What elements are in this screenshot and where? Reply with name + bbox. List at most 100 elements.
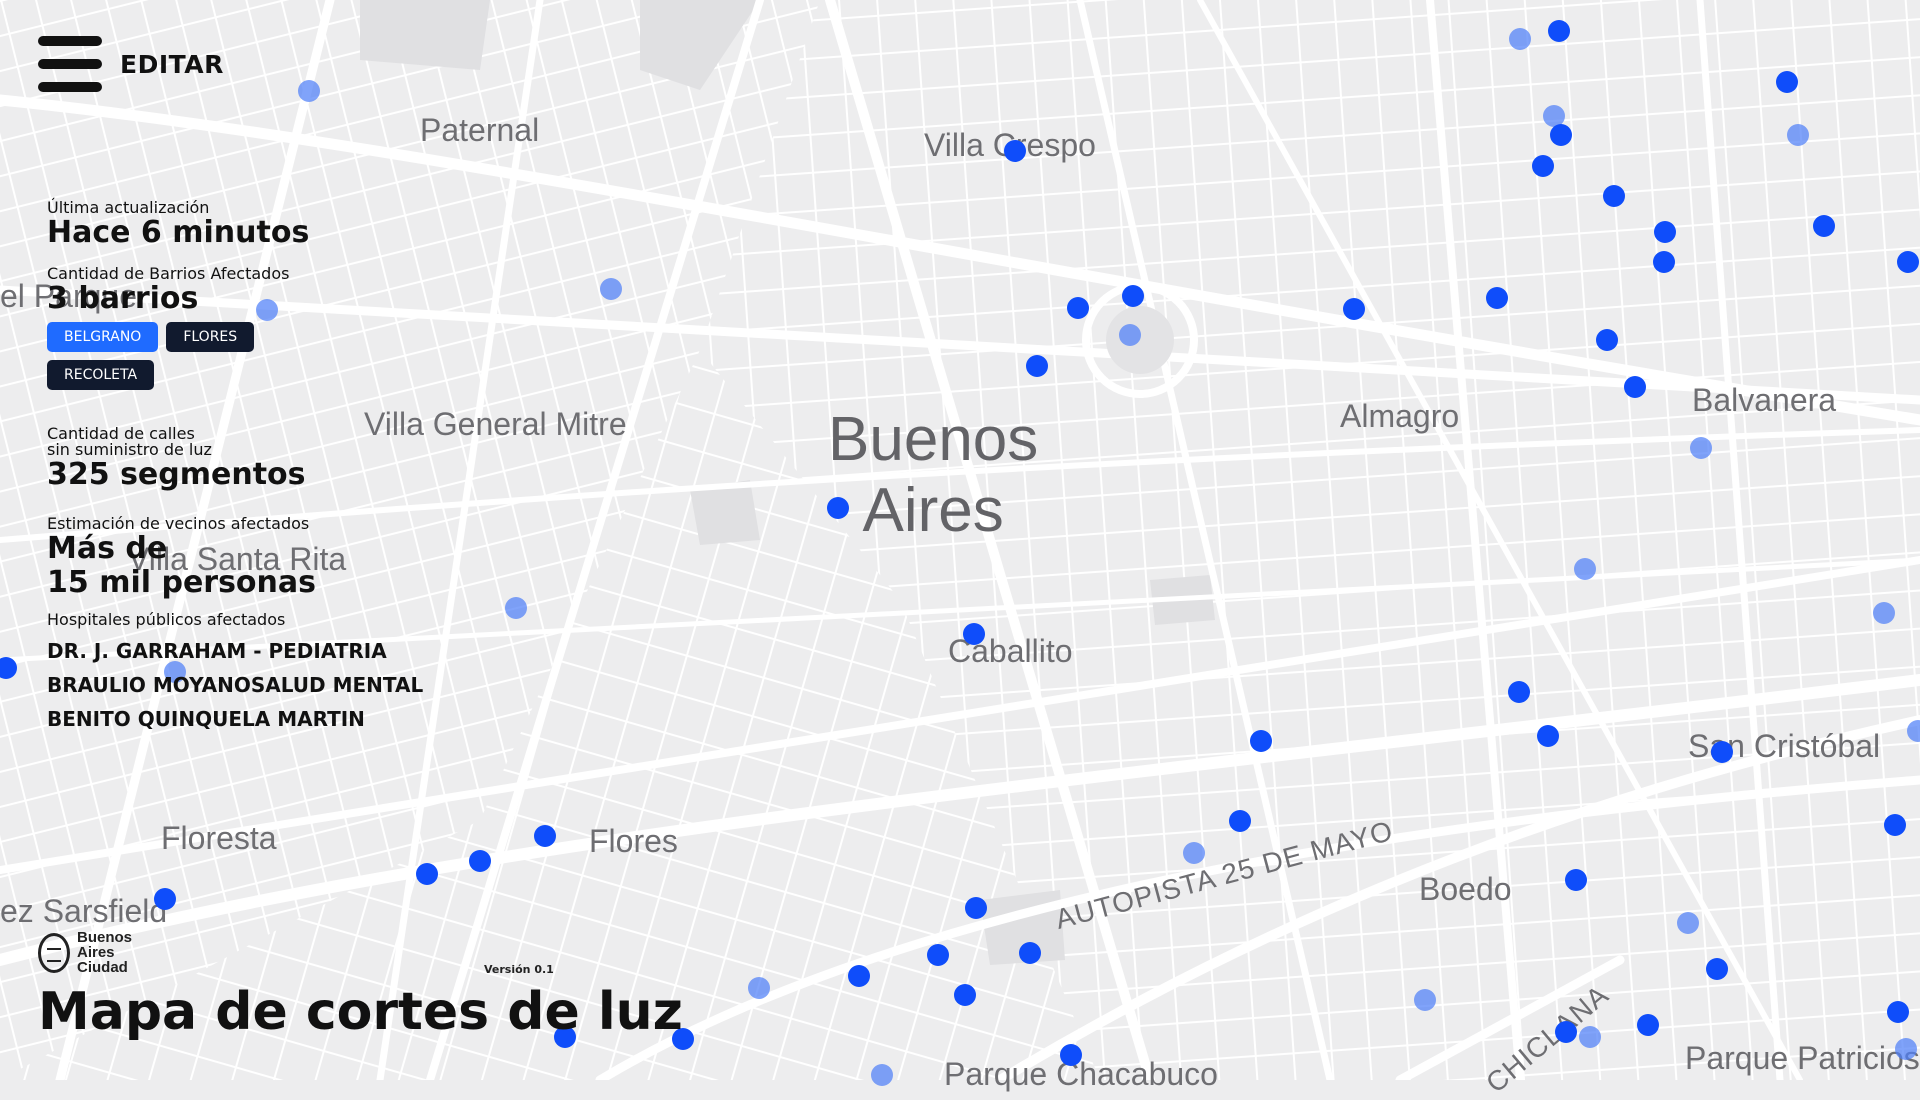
outage-marker[interactable] — [1548, 20, 1570, 42]
neighborhood-label-sarsfield: ez Sarsfield — [0, 893, 168, 929]
outage-marker[interactable] — [1250, 730, 1272, 752]
outage-marker[interactable] — [1579, 1026, 1601, 1048]
outage-marker[interactable] — [1603, 185, 1625, 207]
hospital-item: DR. J. GARRAHAM - PEDIATRIA — [47, 639, 387, 663]
city-label: Buenos Aires — [828, 404, 1038, 547]
neighborhood-label-almagro: Almagro — [1340, 398, 1460, 434]
outage-marker[interactable] — [1119, 324, 1141, 346]
hospital-item: BRAULIO MOYANOSALUD MENTAL — [47, 673, 424, 697]
logo-line: Buenos — [77, 929, 133, 946]
outage-marker[interactable] — [1067, 297, 1089, 319]
outage-marker[interactable] — [1907, 720, 1920, 742]
outage-marker[interactable] — [963, 623, 985, 645]
outage-marker[interactable] — [1026, 355, 1048, 377]
outage-marker[interactable] — [164, 661, 186, 683]
outage-marker[interactable] — [1776, 71, 1798, 93]
hospital-item: BENITO QUINQUELA MARTIN — [47, 707, 365, 731]
buenos-aires-ciudad-logo: Buenos Aires Ciudad — [38, 930, 132, 975]
outage-marker[interactable] — [1787, 124, 1809, 146]
outage-marker[interactable] — [1596, 329, 1618, 351]
outage-marker[interactable] — [1060, 1044, 1082, 1066]
outage-marker[interactable] — [1565, 869, 1587, 891]
outage-marker[interactable] — [1624, 376, 1646, 398]
outage-marker[interactable] — [1873, 602, 1895, 624]
outage-marker[interactable] — [1653, 251, 1675, 273]
outage-marker[interactable] — [1543, 105, 1565, 127]
outage-marker[interactable] — [1343, 298, 1365, 320]
city-seal-icon — [38, 932, 70, 973]
outage-marker[interactable] — [871, 1064, 893, 1086]
streets-label-line2: sin suministro de luz — [47, 440, 212, 459]
outage-marker[interactable] — [505, 597, 527, 619]
barrios-value: 3 barrios — [47, 281, 199, 316]
outage-marker[interactable] — [534, 825, 556, 847]
outage-marker[interactable] — [1654, 221, 1676, 243]
version-label: Versión 0.1 — [484, 963, 554, 976]
outage-marker[interactable] — [416, 863, 438, 885]
outage-marker[interactable] — [1122, 285, 1144, 307]
outage-marker[interactable] — [154, 888, 176, 910]
city-label-line2: Aires — [862, 476, 1004, 546]
barrios-label: Cantidad de Barrios Afectados — [47, 264, 290, 283]
outage-marker[interactable] — [1229, 810, 1251, 832]
outage-marker[interactable] — [298, 80, 320, 102]
outage-marker[interactable] — [1897, 251, 1919, 273]
outage-marker[interactable] — [1550, 124, 1572, 146]
neighborhood-label-floresta: Floresta — [161, 820, 277, 856]
outage-marker[interactable] — [927, 944, 949, 966]
barrio-tag-flores[interactable]: FLORES — [166, 322, 255, 352]
outage-marker[interactable] — [1004, 140, 1026, 162]
neighbors-value-line1: Más de — [47, 531, 168, 566]
outage-marker[interactable] — [1711, 741, 1733, 763]
last-update-label: Última actualización — [47, 198, 210, 217]
outage-marker[interactable] — [1019, 942, 1041, 964]
city-label-line1: Buenos — [828, 405, 1039, 474]
neighborhood-label-boedo: Boedo — [1419, 871, 1512, 907]
outage-marker[interactable] — [1509, 28, 1531, 50]
outage-marker[interactable] — [1183, 842, 1205, 864]
outage-marker[interactable] — [1574, 558, 1596, 580]
neighborhood-label-villa-santa-rita: Villa Santa Rita — [128, 541, 347, 577]
outage-marker[interactable] — [748, 977, 770, 999]
logo-line: Ciudad — [77, 959, 128, 976]
outage-marker[interactable] — [965, 897, 987, 919]
neighborhood-label-balvanera: Balvanera — [1692, 382, 1837, 418]
page-title: Mapa de cortes de luz — [38, 982, 683, 1042]
neighbors-value-line2: 15 mil personas — [47, 565, 317, 600]
outage-marker[interactable] — [1532, 155, 1554, 177]
outage-marker[interactable] — [1414, 989, 1436, 1011]
outage-marker[interactable] — [1537, 725, 1559, 747]
outage-marker[interactable] — [1637, 1014, 1659, 1036]
hospitals-label: Hospitales públicos afectados — [47, 610, 286, 629]
outage-marker[interactable] — [1706, 958, 1728, 980]
outage-marker[interactable] — [954, 984, 976, 1006]
outage-marker[interactable] — [1895, 1038, 1917, 1060]
outage-marker[interactable] — [1508, 681, 1530, 703]
outage-marker[interactable] — [1677, 912, 1699, 934]
outage-info-panel: Última actualización Hace 6 minutos Cant… — [47, 198, 424, 736]
outage-marker[interactable] — [256, 299, 278, 321]
outage-marker[interactable] — [1555, 1021, 1577, 1043]
barrio-tag-recoleta[interactable]: RECOLETA — [47, 360, 155, 390]
streets-label-line1: Cantidad de calles — [47, 424, 195, 443]
outage-marker[interactable] — [600, 278, 622, 300]
edit-menu-label: EDITAR — [120, 49, 224, 79]
outage-marker[interactable] — [0, 657, 17, 679]
outage-marker[interactable] — [1486, 287, 1508, 309]
barrios-tag-list: BELGRANO FLORES RECOLETA — [47, 322, 307, 390]
outage-marker[interactable] — [1690, 437, 1712, 459]
barrio-tag-belgrano[interactable]: BELGRANO — [47, 322, 159, 352]
neighbors-label: Estimación de vecinos afectados — [47, 514, 310, 533]
outage-marker[interactable] — [848, 965, 870, 987]
edit-menu-button[interactable]: EDITAR — [38, 36, 224, 92]
logo-line: Aires — [77, 944, 115, 961]
outage-marker[interactable] — [827, 497, 849, 519]
outage-marker[interactable] — [1884, 814, 1906, 836]
hamburger-menu-icon[interactable] — [38, 36, 102, 92]
outage-marker[interactable] — [554, 1026, 576, 1048]
outage-marker[interactable] — [1813, 215, 1835, 237]
outage-marker[interactable] — [672, 1028, 694, 1050]
outage-marker[interactable] — [469, 850, 491, 872]
outage-marker[interactable] — [1887, 1001, 1909, 1023]
